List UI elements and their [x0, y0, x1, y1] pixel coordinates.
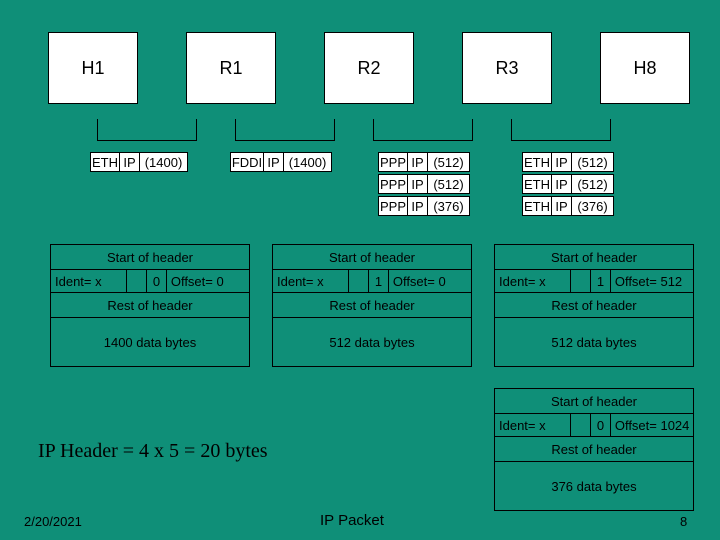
rest-of-header: Rest of header	[51, 293, 249, 317]
start-of-header: Start of header	[273, 245, 471, 269]
header-diagram: Start of headerIdent= x 1Offset= 0Rest of…	[272, 244, 472, 367]
header-diagram: Start of headerIdent= x 0Offset= 1024Rest…	[494, 388, 694, 511]
node-box: H1	[48, 32, 138, 104]
rest-of-header: Rest of header	[495, 437, 693, 461]
packet-seg: ETH	[522, 174, 552, 194]
start-of-header: Start of header	[495, 389, 693, 413]
footer-date: 2/20/2021	[24, 514, 82, 529]
start-of-header: Start of header	[495, 245, 693, 269]
data-bytes: 376 data bytes	[495, 461, 693, 510]
flags-row: Ident= x 1Offset= 0	[273, 269, 471, 293]
node-box: R2	[324, 32, 414, 104]
filler-cell	[570, 413, 590, 437]
packet-seg: FDDI	[230, 152, 264, 172]
packet-seg: (512)	[572, 152, 614, 172]
flag-cell: 0	[590, 413, 610, 437]
filler-cell	[348, 269, 368, 293]
link-bar	[235, 119, 335, 141]
packet-seg: IP	[552, 174, 572, 194]
header-diagram: Start of headerIdent= x 1Offset= 512Rest …	[494, 244, 694, 367]
equation: IP Header = 4 x 5 = 20 bytes	[38, 440, 268, 463]
packet: FDDIIP(1400)	[230, 152, 332, 172]
offset-cell: Offset= 512	[610, 269, 693, 293]
rest-of-header: Rest of header	[273, 293, 471, 317]
packet: PPPIP(512)	[378, 152, 470, 172]
flags-row: Ident= x 0Offset= 0	[51, 269, 249, 293]
packet-seg: IP	[552, 196, 572, 216]
packet-seg: ETH	[522, 196, 552, 216]
packet: ETHIP(1400)	[90, 152, 188, 172]
packet-seg: IP	[264, 152, 284, 172]
packet: PPPIP(376)	[378, 196, 470, 216]
packet-seg: ETH	[522, 152, 552, 172]
flags-row: Ident= x 0Offset= 1024	[495, 413, 693, 437]
packet-seg: PPP	[378, 196, 408, 216]
data-bytes: 512 data bytes	[273, 317, 471, 366]
packet-seg: ETH	[90, 152, 120, 172]
packet-seg: IP	[120, 152, 140, 172]
packet: ETHIP(376)	[522, 196, 614, 216]
offset-cell: Offset= 0	[166, 269, 249, 293]
packet-seg: (512)	[428, 174, 470, 194]
flags-row: Ident= x 1Offset= 512	[495, 269, 693, 293]
filler-cell	[126, 269, 146, 293]
packet-seg: IP	[408, 152, 428, 172]
packet-seg: IP	[408, 196, 428, 216]
rest-of-header: Rest of header	[495, 293, 693, 317]
packet: PPPIP(512)	[378, 174, 470, 194]
link-bar	[511, 119, 611, 141]
header-diagram: Start of headerIdent= x 0Offset= 0Rest of…	[50, 244, 250, 367]
packet-seg: (376)	[428, 196, 470, 216]
packet-seg: PPP	[378, 174, 408, 194]
footer-title: IP Packet	[320, 512, 384, 529]
flag-cell: 1	[590, 269, 610, 293]
packet-seg: (512)	[572, 174, 614, 194]
node-box: R3	[462, 32, 552, 104]
offset-cell: Offset= 0	[388, 269, 471, 293]
node-box: H8	[600, 32, 690, 104]
packet-seg: (376)	[572, 196, 614, 216]
data-bytes: 512 data bytes	[495, 317, 693, 366]
packet-seg: IP	[408, 174, 428, 194]
flag-cell: 0	[146, 269, 166, 293]
flag-cell: 1	[368, 269, 388, 293]
packet-seg: IP	[552, 152, 572, 172]
packet: ETHIP(512)	[522, 152, 614, 172]
filler-cell	[570, 269, 590, 293]
packet: ETHIP(512)	[522, 174, 614, 194]
packet-seg: (1400)	[284, 152, 332, 172]
packet-seg: PPP	[378, 152, 408, 172]
offset-cell: Offset= 1024	[610, 413, 693, 437]
ident-cell: Ident= x	[273, 269, 348, 293]
ident-cell: Ident= x	[495, 413, 570, 437]
ident-cell: Ident= x	[51, 269, 126, 293]
footer-page: 8	[680, 514, 687, 529]
data-bytes: 1400 data bytes	[51, 317, 249, 366]
ident-cell: Ident= x	[495, 269, 570, 293]
node-box: R1	[186, 32, 276, 104]
packet-seg: (512)	[428, 152, 470, 172]
link-bar	[373, 119, 473, 141]
link-bar	[97, 119, 197, 141]
start-of-header: Start of header	[51, 245, 249, 269]
packet-seg: (1400)	[140, 152, 188, 172]
